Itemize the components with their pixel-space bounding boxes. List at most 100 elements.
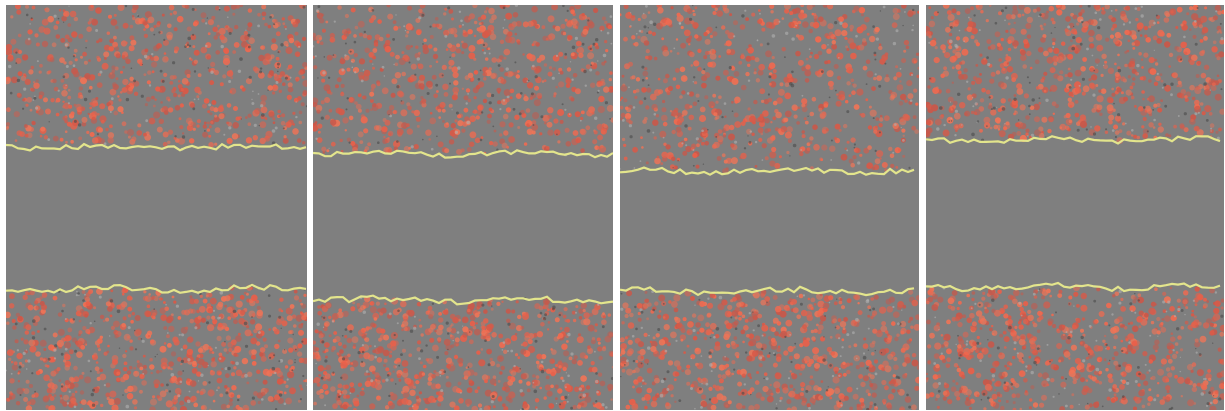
- cell: [916, 53, 919, 56]
- cell: [382, 87, 389, 94]
- cell: [859, 154, 862, 157]
- cell-debris: [605, 406, 608, 409]
- cell: [515, 353, 518, 356]
- cell: [799, 152, 803, 156]
- cell-debris: [315, 55, 317, 57]
- cell-debris: [19, 366, 22, 369]
- cell-debris: [587, 19, 589, 21]
- cell: [301, 313, 304, 316]
- cell: [9, 303, 14, 308]
- cell: [361, 388, 364, 391]
- cell-debris: [58, 90, 60, 92]
- cell: [555, 86, 558, 89]
- cell: [945, 344, 949, 348]
- cell: [186, 378, 190, 382]
- cell: [882, 399, 887, 404]
- cell: [599, 356, 603, 360]
- cell: [812, 97, 817, 102]
- cell: [912, 360, 919, 367]
- cell: [10, 39, 16, 45]
- cell: [80, 56, 83, 59]
- cell: [850, 163, 855, 168]
- cell: [400, 301, 407, 308]
- cell: [503, 350, 507, 354]
- cell: [1004, 346, 1007, 349]
- cell: [278, 115, 280, 117]
- cell: [764, 296, 770, 302]
- cell: [546, 146, 550, 150]
- cell: [570, 9, 575, 14]
- cell-debris: [54, 15, 57, 18]
- cell-debris: [315, 363, 317, 365]
- cell: [1219, 383, 1225, 389]
- cell: [1132, 326, 1139, 333]
- cell: [899, 101, 904, 106]
- cell: [404, 327, 408, 331]
- cell: [895, 166, 898, 169]
- cell: [696, 143, 700, 147]
- cell: [211, 361, 217, 367]
- cell: [749, 376, 752, 379]
- cell-debris: [788, 377, 790, 379]
- cell: [287, 315, 293, 321]
- cell-debris: [640, 160, 642, 162]
- cell: [343, 344, 347, 348]
- cell: [107, 306, 113, 312]
- cell: [116, 305, 121, 310]
- cell: [217, 25, 220, 28]
- cell: [222, 74, 226, 78]
- cell: [732, 373, 735, 376]
- cell-debris: [251, 99, 252, 100]
- cell: [127, 129, 134, 136]
- cell: [476, 115, 480, 119]
- cell: [872, 314, 876, 318]
- cell: [449, 104, 453, 108]
- cell: [436, 61, 439, 64]
- cell-debris: [742, 392, 745, 395]
- cell: [417, 340, 421, 344]
- cell: [500, 40, 504, 44]
- cell: [663, 78, 668, 83]
- cell-debris: [540, 312, 543, 315]
- cell: [329, 109, 333, 113]
- cell: [515, 33, 518, 36]
- cell-debris: [31, 372, 33, 374]
- cell: [594, 329, 597, 332]
- cell-debris: [285, 28, 287, 30]
- cell: [483, 99, 487, 103]
- cell: [478, 359, 485, 366]
- cell: [705, 39, 711, 45]
- cell: [659, 310, 662, 313]
- cell: [197, 125, 200, 128]
- cell: [725, 404, 728, 407]
- cell: [641, 87, 647, 93]
- cell: [663, 122, 668, 127]
- cell: [358, 131, 364, 137]
- cell: [64, 354, 71, 361]
- cell: [262, 12, 267, 17]
- cell: [1073, 292, 1078, 297]
- cell: [893, 374, 896, 377]
- cell: [786, 126, 793, 133]
- cell: [842, 362, 845, 365]
- cell: [496, 88, 501, 93]
- cell: [638, 318, 642, 322]
- cell: [548, 72, 553, 77]
- cell: [443, 12, 446, 15]
- cell-debris: [762, 159, 764, 161]
- cell-debris: [388, 114, 389, 115]
- cell: [407, 128, 413, 134]
- cell-debris: [757, 324, 760, 327]
- cell-debris: [176, 305, 179, 308]
- cell: [461, 129, 465, 133]
- cell: [803, 340, 810, 347]
- cell-debris: [53, 349, 56, 352]
- cell: [47, 388, 53, 394]
- cell: [352, 301, 355, 304]
- cell-debris: [607, 32, 610, 35]
- cell: [464, 370, 471, 377]
- cell: [458, 398, 464, 404]
- cell: [193, 403, 198, 408]
- cell-debris: [245, 345, 248, 348]
- cell: [662, 100, 665, 103]
